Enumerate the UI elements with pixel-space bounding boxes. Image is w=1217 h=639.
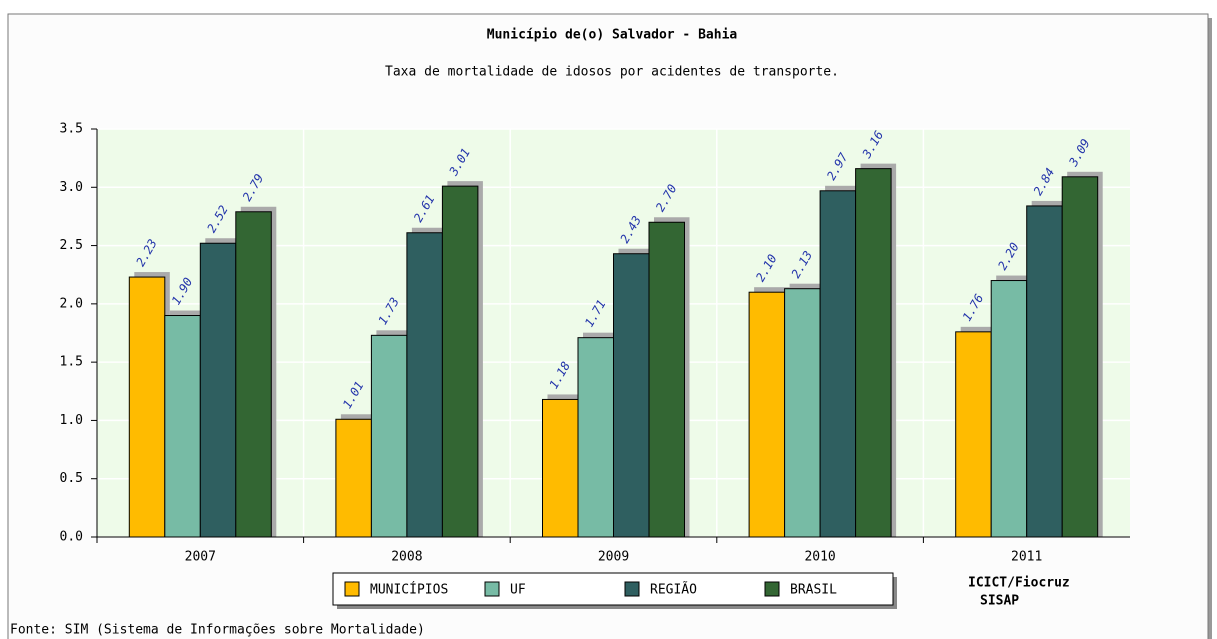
bar bbox=[235, 211, 272, 538]
bar bbox=[955, 331, 992, 538]
x-tick-label: 2010 bbox=[804, 550, 835, 565]
chart-subtitle: Taxa de mortalidade de idosos por aciden… bbox=[385, 65, 839, 80]
bar bbox=[855, 168, 892, 538]
bar bbox=[164, 315, 201, 538]
y-tick-label: 1.5 bbox=[60, 355, 83, 370]
bar bbox=[335, 418, 372, 538]
bar bbox=[577, 337, 614, 538]
y-tick-label: 1.0 bbox=[60, 413, 83, 428]
x-tick-label: 2008 bbox=[391, 550, 422, 565]
legend-label: BRASIL bbox=[790, 583, 837, 598]
bar bbox=[406, 232, 443, 538]
bar bbox=[199, 242, 237, 538]
credit: ICICT/Fiocruz bbox=[968, 576, 1070, 591]
bar bbox=[370, 334, 408, 538]
bar bbox=[990, 280, 1028, 538]
legend-swatch bbox=[764, 581, 780, 597]
legend-swatch bbox=[484, 581, 500, 597]
y-tick-label: 0.0 bbox=[60, 530, 83, 545]
legend-label: REGIÃO bbox=[650, 582, 697, 598]
y-tick-label: 3.0 bbox=[60, 180, 83, 195]
y-tick-label: 0.5 bbox=[60, 471, 83, 486]
bar bbox=[1061, 176, 1099, 538]
y-tick-label: 2.0 bbox=[60, 296, 83, 311]
legend-label: MUNICÍPIOS bbox=[370, 582, 448, 598]
legend-label: UF bbox=[510, 583, 526, 598]
x-tick-label: 2011 bbox=[1011, 550, 1042, 565]
credit: SISAP bbox=[980, 594, 1019, 609]
x-tick-label: 2007 bbox=[185, 550, 216, 565]
bar bbox=[748, 291, 786, 538]
bar bbox=[542, 398, 579, 538]
bar bbox=[613, 253, 650, 538]
bar bbox=[784, 288, 821, 538]
bar bbox=[1026, 205, 1063, 538]
legend-swatch bbox=[624, 581, 640, 597]
bar bbox=[819, 190, 857, 538]
source: Fonte: SIM (Sistema de Informações sobre… bbox=[10, 623, 425, 638]
y-tick-label: 2.5 bbox=[60, 238, 83, 253]
x-tick-label: 2009 bbox=[598, 550, 629, 565]
bar bbox=[648, 221, 685, 538]
chart-title: Município de(o) Salvador - Bahia bbox=[487, 28, 738, 43]
y-tick-label: 3.5 bbox=[60, 122, 83, 137]
legend bbox=[332, 572, 894, 606]
legend-swatch bbox=[344, 581, 360, 597]
bar bbox=[128, 276, 166, 538]
bar bbox=[441, 185, 479, 538]
